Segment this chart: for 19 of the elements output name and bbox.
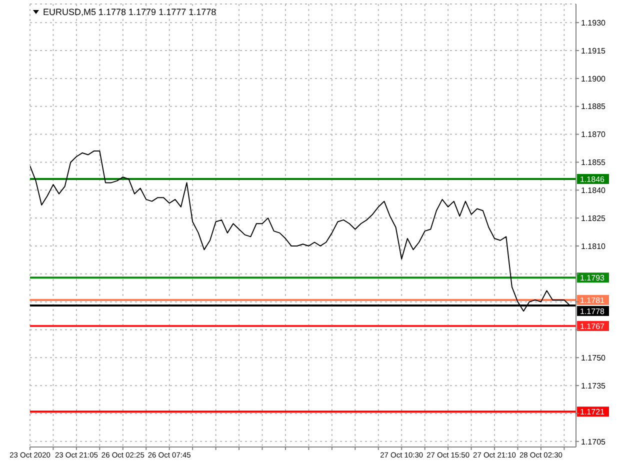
y-tick-label: 1.1810 bbox=[581, 242, 606, 251]
ref-line-label: 1.1793 bbox=[580, 274, 606, 283]
ref-line-label: 1.1721 bbox=[580, 408, 606, 417]
y-tick-label: 1.1930 bbox=[581, 18, 606, 28]
y-tick-label: 1.1915 bbox=[581, 46, 606, 56]
chart-title: EURUSD,M5 1.1778 1.1779 1.1777 1.1778 bbox=[43, 7, 216, 17]
y-tick-label: 1.1825 bbox=[581, 214, 606, 223]
ref-line-label: 1.1778 bbox=[580, 306, 606, 316]
y-tick-label: 1.1900 bbox=[581, 74, 606, 84]
ref-line-label: 1.1781 bbox=[580, 296, 606, 305]
y-tick-label: 1.1735 bbox=[581, 381, 606, 390]
y-tick-label: 1.1885 bbox=[581, 102, 606, 112]
y-tick-label: 1.1870 bbox=[581, 130, 606, 140]
y-tick-label: 1.1855 bbox=[581, 158, 606, 168]
ref-line-label: 1.1767 bbox=[580, 322, 606, 332]
ref-line-label: 1.1846 bbox=[580, 174, 606, 184]
y-tick-label: 1.1840 bbox=[581, 186, 606, 195]
y-tick-label: 1.1750 bbox=[581, 353, 606, 362]
y-tick-label: 1.1705 bbox=[581, 437, 606, 446]
